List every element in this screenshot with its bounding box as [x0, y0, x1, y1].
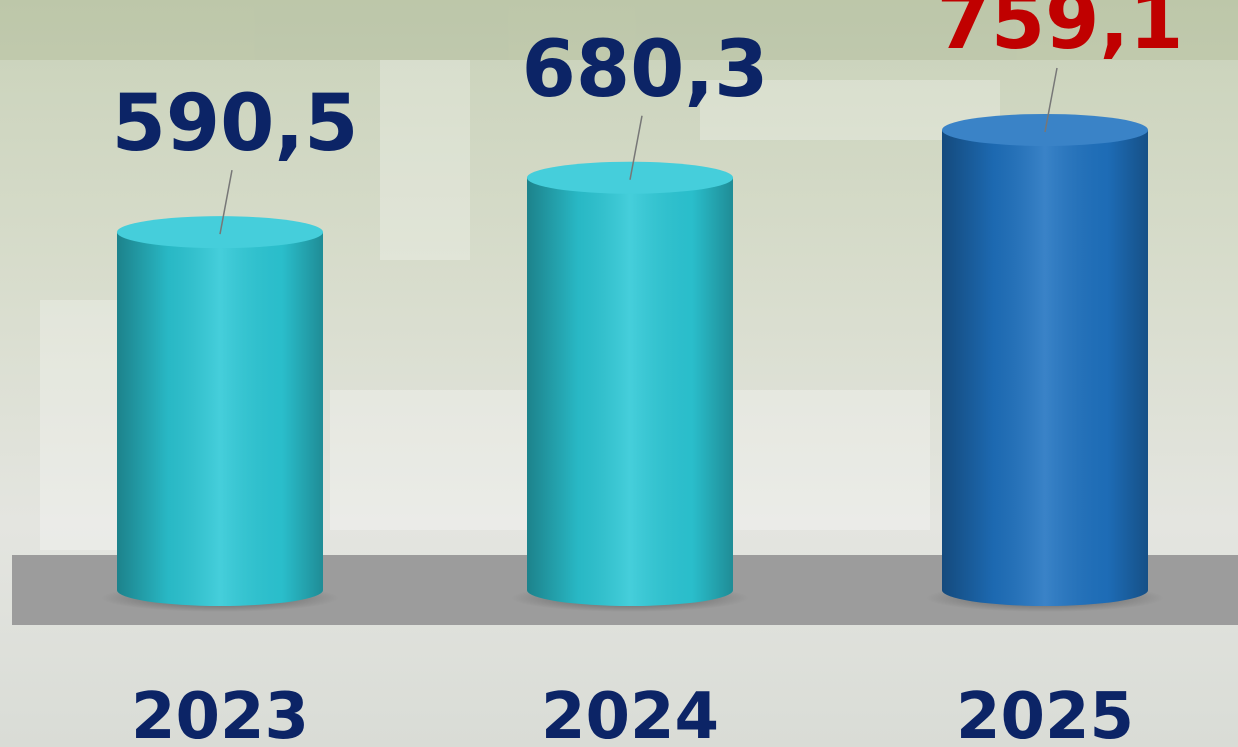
bar-shade: [117, 232, 323, 591]
x-tick-label: 2024: [541, 680, 719, 747]
value-label: 680,3: [522, 25, 769, 115]
value-label: 759,1: [937, 0, 1184, 67]
leader-line: [219, 170, 233, 235]
bar-shade: [527, 177, 733, 590]
bar-shade: [942, 130, 1148, 590]
leader-line: [1044, 67, 1058, 133]
x-tick-label: 2025: [956, 680, 1134, 747]
leader-line: [629, 115, 643, 180]
x-tick-label: 2023: [131, 680, 309, 747]
value-label: 590,5: [112, 79, 359, 169]
